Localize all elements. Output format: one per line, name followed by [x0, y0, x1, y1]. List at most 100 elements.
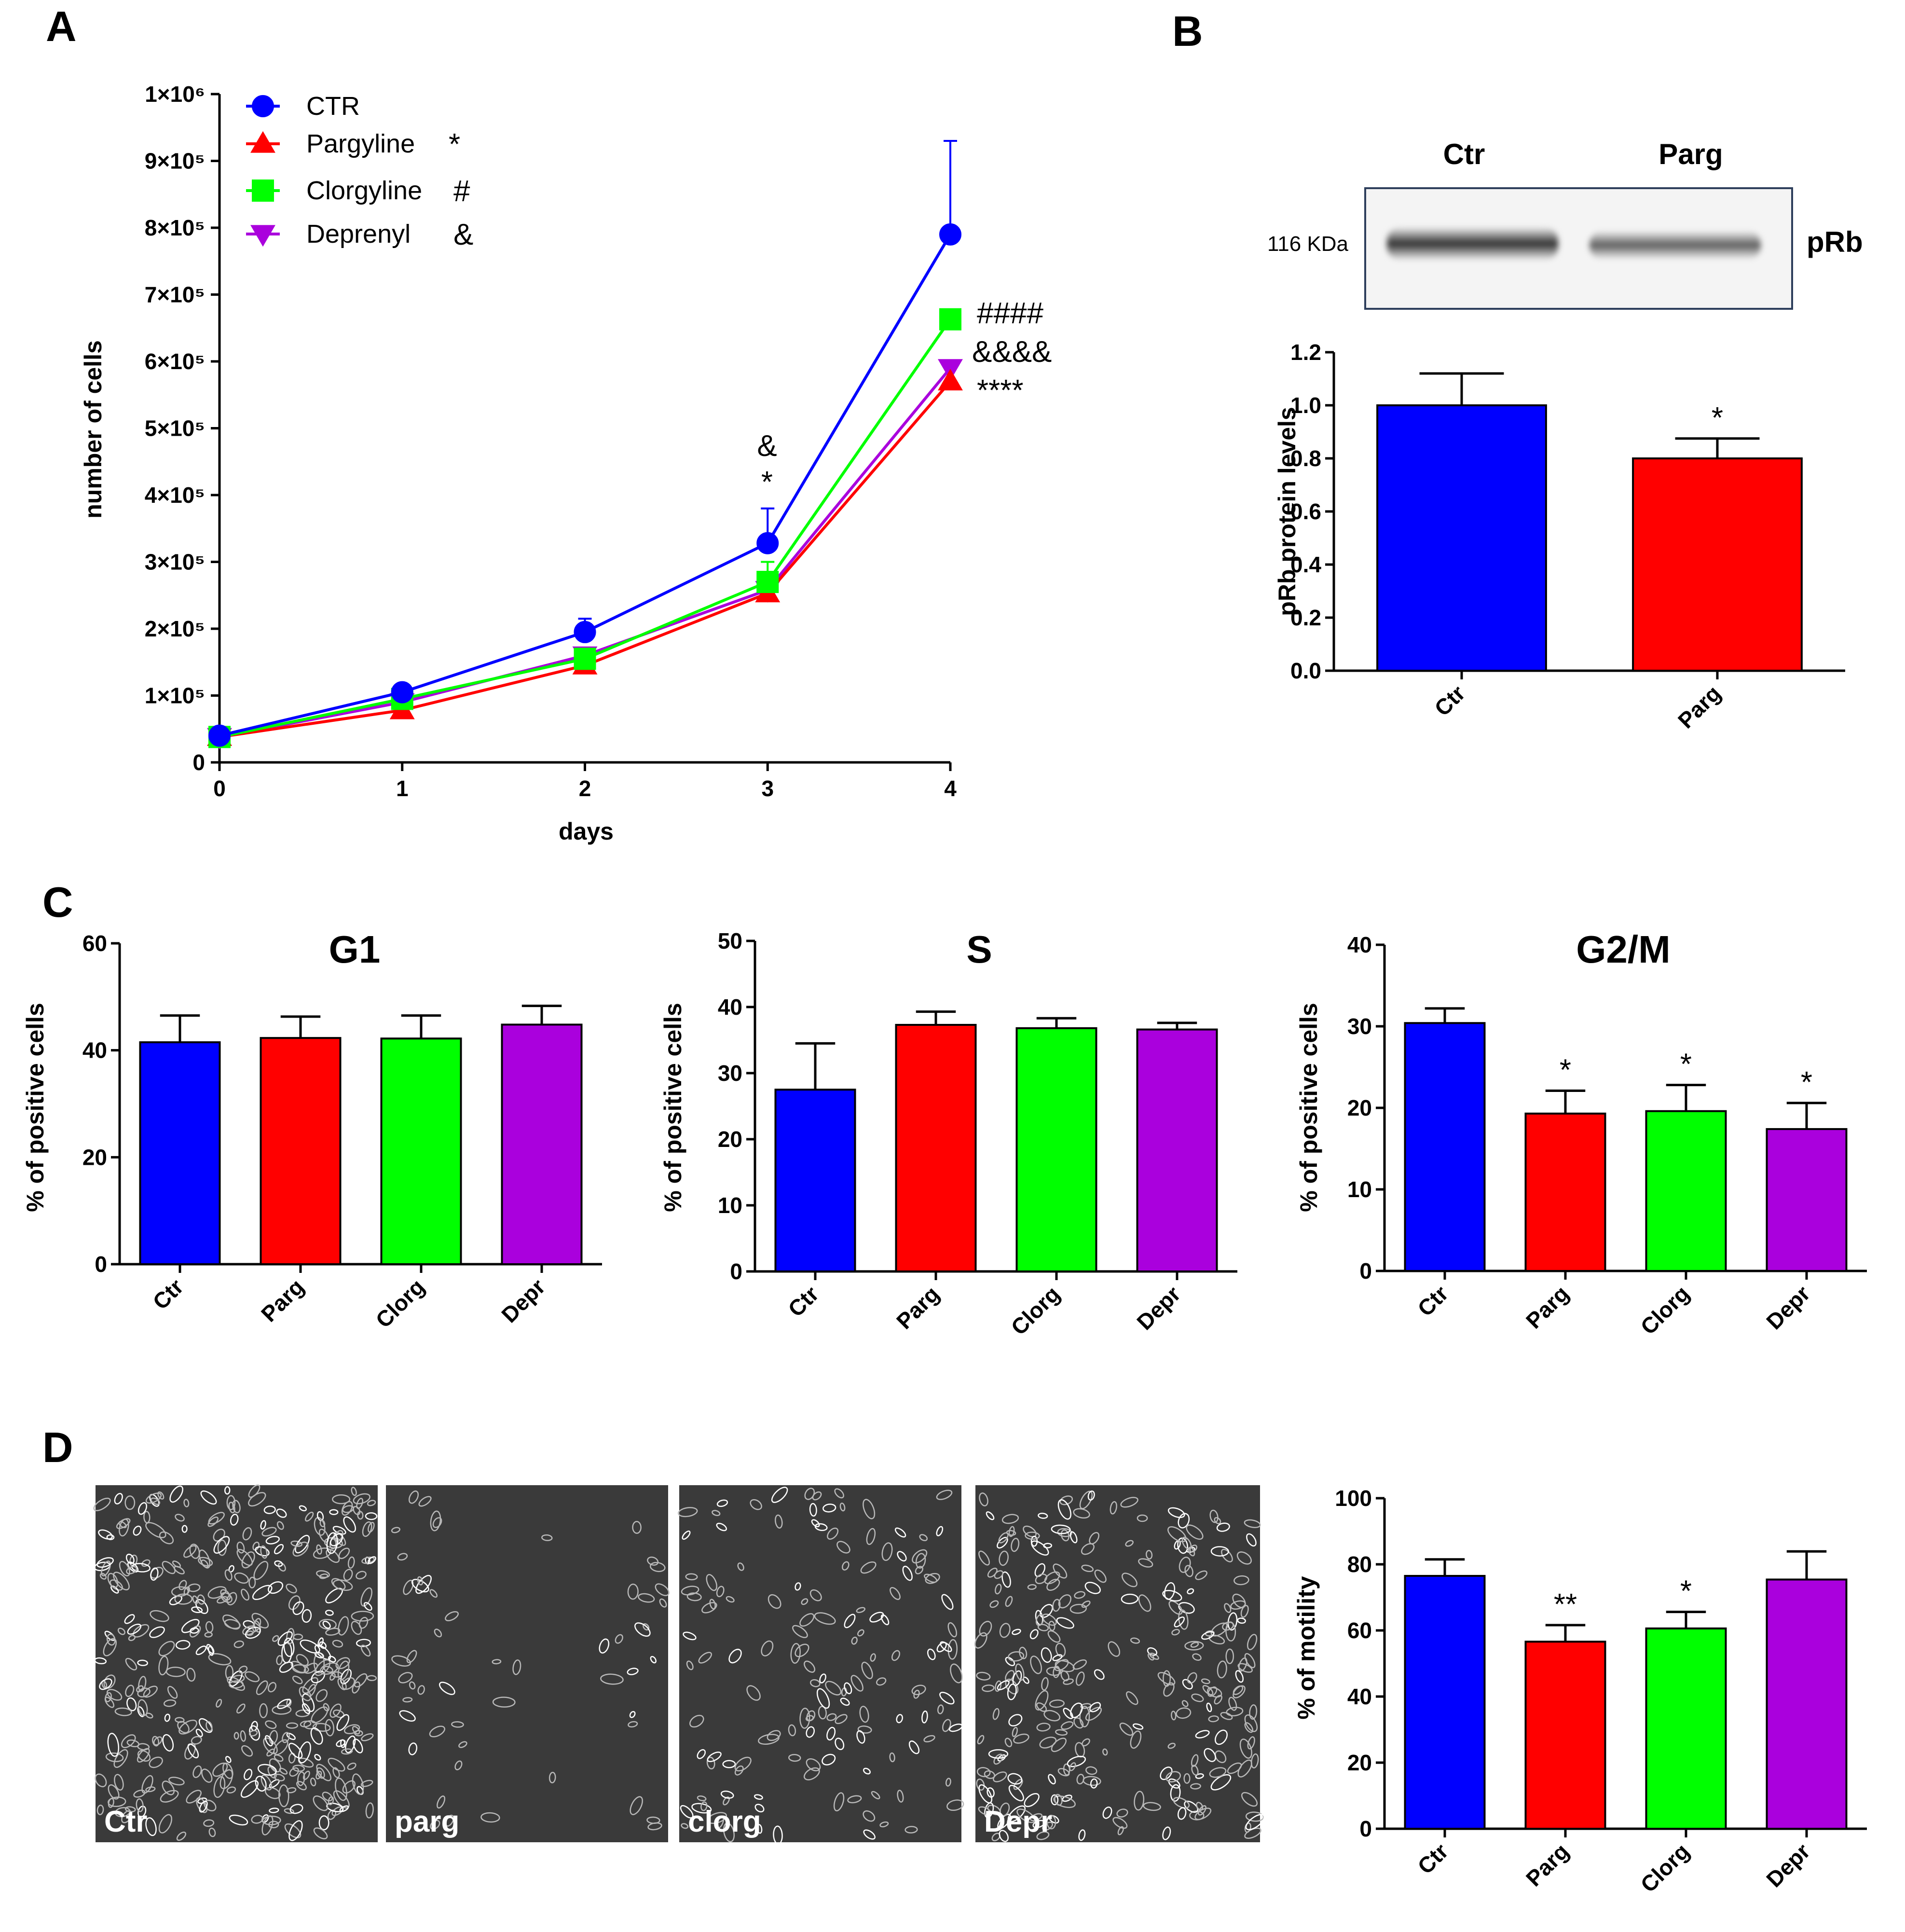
cell-outline	[1048, 1620, 1055, 1631]
cell-outline	[709, 1599, 716, 1610]
cell-outline	[1201, 1631, 1215, 1640]
panel-label-a: A	[46, 2, 77, 50]
data-point	[574, 621, 596, 643]
y-tick-label: 7×10⁵	[145, 282, 205, 307]
cell-outline	[195, 1645, 207, 1656]
x-tick-label: Clorg	[1006, 1281, 1065, 1340]
cell-outline	[1230, 1600, 1246, 1610]
cell-outline	[689, 1714, 704, 1728]
cell-outline	[198, 1718, 213, 1733]
cell-outline	[240, 1780, 259, 1798]
cell-outline	[150, 1610, 169, 1622]
cell-outline	[1069, 1531, 1078, 1544]
bar-ctr	[774, 1089, 856, 1272]
cell-outline	[1081, 1543, 1095, 1555]
cell-outline	[976, 1778, 985, 1791]
cell-outline	[399, 1710, 416, 1722]
cell-outline	[158, 1656, 169, 1676]
cell-outline	[121, 1734, 136, 1748]
cell-outline	[124, 1495, 136, 1510]
cell-outline	[114, 1774, 124, 1791]
cell-outline	[1052, 1654, 1063, 1661]
cell-outline	[1214, 1750, 1227, 1763]
cell-outline	[286, 1722, 299, 1729]
cell-outline	[255, 1546, 270, 1557]
legend-label: CTR	[306, 92, 360, 121]
cell-outline	[158, 1641, 175, 1656]
cell-outline	[761, 1640, 774, 1656]
micrograph-background	[679, 1485, 961, 1842]
cell-outline	[1125, 1691, 1138, 1705]
cell-outline	[685, 1573, 698, 1581]
cell-outline	[723, 1822, 735, 1843]
cell-outline	[1007, 1773, 1023, 1785]
cell-outline	[1183, 1773, 1191, 1784]
cell-outline	[847, 1795, 862, 1804]
cell-outline	[1174, 1616, 1185, 1628]
cell-outline	[1250, 1753, 1259, 1769]
cell-outline	[353, 1505, 361, 1516]
cell-outline	[259, 1703, 268, 1718]
cell-outline	[1235, 1670, 1244, 1683]
cell-outline	[1137, 1514, 1148, 1522]
significance-annotation: &&&&	[972, 335, 1052, 369]
cell-outline	[1226, 1707, 1244, 1717]
cell-outline	[137, 1750, 151, 1762]
cell-outline	[1170, 1784, 1181, 1802]
cell-outline	[737, 1562, 744, 1571]
cell-outline	[1053, 1666, 1060, 1678]
cell-outline	[869, 1612, 884, 1623]
cell-outline	[839, 1503, 846, 1512]
cell-outline	[103, 1638, 117, 1656]
cell-outline	[191, 1736, 202, 1745]
cell-outline	[863, 1767, 871, 1775]
blot-protein-label: pRb	[1807, 226, 1863, 258]
y-tick-label: 0	[1359, 1258, 1372, 1283]
cell-outline	[995, 1680, 1002, 1692]
cell-outline	[1177, 1807, 1187, 1820]
cell-outline	[138, 1676, 147, 1692]
cell-outline	[187, 1743, 199, 1759]
cell-outline	[480, 1812, 500, 1823]
cell-outline	[1171, 1711, 1177, 1721]
significance-marker: *	[1801, 1066, 1812, 1099]
y-tick-label: 9×10⁵	[145, 149, 205, 174]
data-point	[208, 724, 231, 747]
bar-clorg	[1645, 1627, 1727, 1830]
cell-outline	[1204, 1748, 1216, 1762]
cell-outline	[1245, 1814, 1265, 1831]
cell-outline	[224, 1619, 241, 1629]
cell-outline	[303, 1662, 318, 1674]
cell-outline	[1094, 1669, 1105, 1680]
cell-outline	[801, 1598, 809, 1605]
cell-outline	[1008, 1714, 1023, 1727]
bar-parg	[1524, 1112, 1606, 1272]
cell-outline	[1036, 1702, 1047, 1712]
cell-outline	[137, 1748, 150, 1763]
y-tick-label: 1×10⁵	[145, 683, 205, 708]
cell-outline	[548, 1771, 556, 1783]
cell-outline	[1236, 1551, 1252, 1565]
cell-outline	[162, 1780, 175, 1795]
cell-outline	[203, 1819, 215, 1827]
cell-outline	[881, 1542, 893, 1561]
cell-outline	[1173, 1797, 1190, 1809]
cell-outline	[415, 1574, 432, 1594]
cell-outline	[201, 1768, 213, 1783]
cell-outline	[145, 1817, 157, 1836]
cell-outline	[177, 1721, 190, 1734]
cell-outline	[169, 1595, 182, 1605]
cell-outline	[286, 1733, 296, 1740]
g1-bar-chart: G1 % of positive cells 0 20 40 60 Ctr Parg Clo…	[22, 928, 602, 1333]
cell-outline	[282, 1732, 290, 1743]
micrograph-label: Depr	[984, 1805, 1052, 1838]
cell-outline	[1143, 1802, 1161, 1811]
cell-outline	[339, 1805, 349, 1812]
cell-outline	[792, 1625, 808, 1638]
cell-outline	[999, 1830, 1009, 1842]
cell-outline	[137, 1699, 148, 1716]
cell-outline	[1046, 1578, 1060, 1591]
cell-outline	[995, 1584, 1002, 1595]
cell-outline	[236, 1703, 246, 1714]
cell-outline	[174, 1593, 193, 1605]
